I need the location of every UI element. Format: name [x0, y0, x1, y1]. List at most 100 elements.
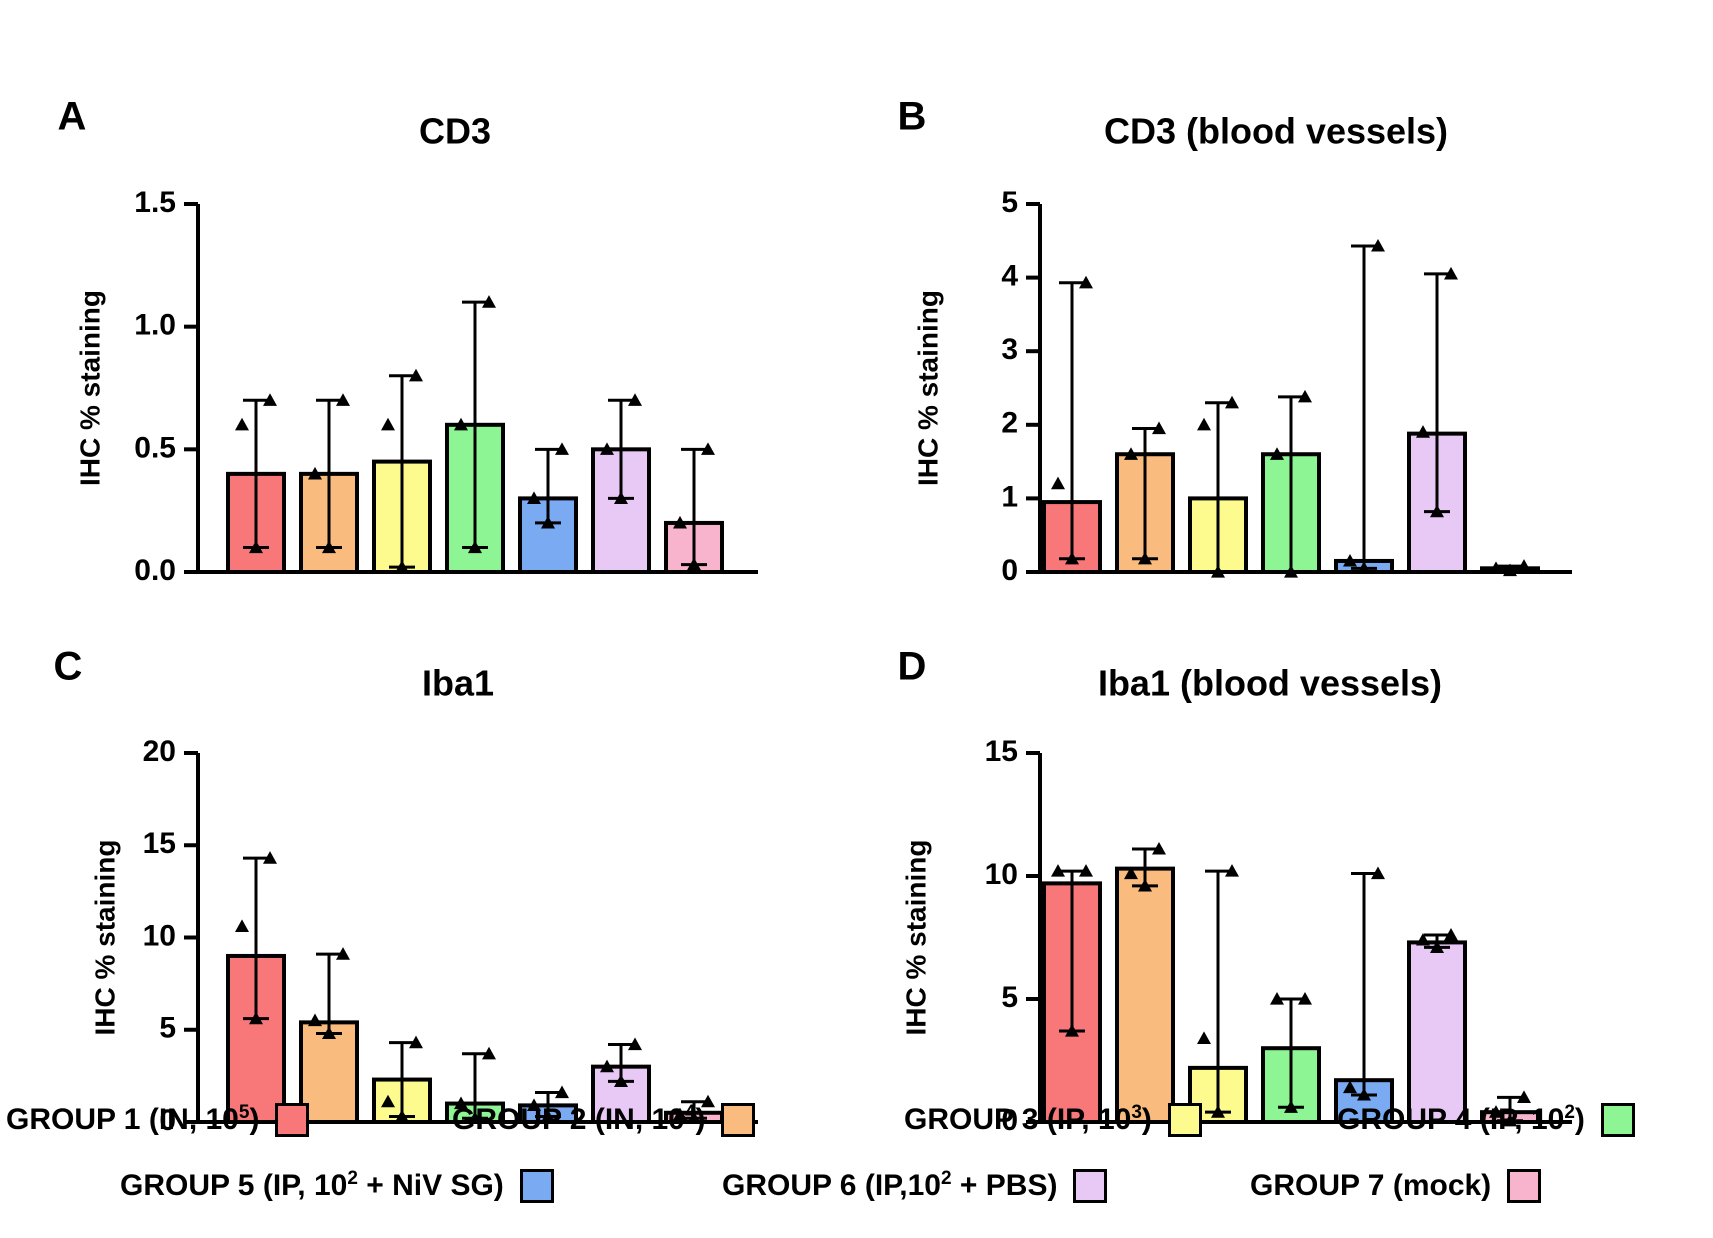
panel-d-ylabel: IHC % staining [900, 839, 931, 1035]
panel-b-point-2-2 [1124, 447, 1138, 460]
panel-a-ytick-label-4: 1.5 [134, 186, 176, 219]
panel-d-point-2-1 [1138, 878, 1152, 892]
panel-c-ytick-label-5: 20 [143, 735, 176, 768]
legend-label-group-4: GROUP 4 (IP, 102) [1337, 1102, 1585, 1136]
legend-label-group-3: GROUP 3 (IP, 103) [904, 1102, 1152, 1136]
legend-item-group-4: GROUP 4 (IP, 102) [1337, 1102, 1635, 1137]
panel-a-point-1-1 [249, 540, 263, 554]
panel-a-point-3-3 [409, 368, 423, 382]
panel-a-point-7-3 [701, 442, 715, 455]
panel-b-title: CD3 (blood vessels) [1104, 111, 1448, 152]
panel-a-ytick-label-3: 1.0 [134, 309, 176, 342]
legend-label-group-6: GROUP 6 (IP,102 + PBS) [722, 1168, 1058, 1202]
panel-c-point-6-2 [600, 1059, 614, 1073]
panel-a-ytick-label-2: 0.5 [134, 431, 176, 464]
panel-b-ytick-label-1: 0 [1001, 554, 1018, 587]
panel-d-point-1-2 [1051, 864, 1065, 877]
panel-c-point-7-2 [673, 1107, 687, 1121]
panel-b-point-1-2 [1051, 476, 1065, 490]
panel-d-point-3-3 [1225, 864, 1239, 877]
panel-d-bar-2 [1115, 866, 1175, 1124]
panel-b-point-4-2 [1270, 447, 1284, 460]
panel-c-ylabel: IHC % staining [89, 839, 120, 1035]
panel-c-point-5-3 [555, 1085, 569, 1099]
panel-a-point-7-1 [687, 557, 701, 571]
panel-c-point-1-1 [249, 1011, 263, 1025]
legend-swatch-group-3 [1167, 1102, 1202, 1137]
legend-label-group-2: GROUP 2 (IN, 104) [452, 1102, 706, 1136]
panel-c-point-6-1 [614, 1074, 628, 1088]
panel-c-point-3-1 [395, 1109, 409, 1123]
panel-d-ytick-label-4: 15 [985, 735, 1018, 768]
panel-a-point-1-3 [263, 393, 277, 406]
panel-b-point-6-1 [1430, 504, 1444, 518]
legend: GROUP 1 (IN, 105) GROUP 2 (IN, 104) GROU… [0, 1080, 1713, 1238]
panel-b-point-5-2 [1343, 553, 1357, 567]
legend-swatch-group-5 [519, 1168, 554, 1203]
panel-d-point-5-2 [1343, 1080, 1357, 1094]
panel-d-point-1-1 [1065, 1023, 1079, 1037]
legend-item-group-5: GROUP 5 (IP, 102 + NiV SG) [120, 1168, 554, 1203]
panel-b-point-1-1 [1065, 551, 1079, 565]
legend-swatch-group-6 [1073, 1168, 1108, 1203]
legend-swatch-group-2 [721, 1102, 756, 1137]
panel-c-point-4-3 [482, 1046, 496, 1060]
panel-d-point-5-3 [1371, 866, 1385, 880]
panel-d-point-4-2 [1270, 992, 1284, 1005]
panel-d-ytick-label-1: 0 [1001, 1104, 1018, 1137]
panel-a-point-7-2 [673, 515, 687, 529]
panel-c-point-3-2 [381, 1094, 395, 1108]
panel-a-point-6-1 [614, 491, 628, 504]
panel-c-point-3-3 [409, 1035, 423, 1049]
panel-c-point-2-1 [322, 1026, 336, 1040]
legend-item-group-6: GROUP 6 (IP,102 + PBS) [722, 1168, 1108, 1203]
panel-b-point-6-3 [1444, 266, 1458, 280]
panel-c-point-2-3 [336, 947, 350, 960]
legend-label-group-1: GROUP 1 (IN, 105) [6, 1102, 260, 1136]
panel-a-ytick-label-1: 0.0 [134, 554, 176, 587]
panel-d-letter: D [898, 645, 927, 689]
panel-b-point-3-2 [1197, 417, 1211, 431]
panel-c-point-5-2 [527, 1098, 541, 1111]
panel-a-title: CD3 [419, 111, 491, 152]
panel-b-ylabel: IHC % staining [912, 290, 943, 486]
panel-b-point-2-1 [1138, 551, 1152, 565]
panel-b-ytick-label-4: 3 [1001, 333, 1018, 366]
legend-item-group-1: GROUP 1 (IN, 105) [6, 1102, 310, 1137]
panel-c-ytick-label-1: 0 [159, 1104, 176, 1137]
panel-a-point-2-1 [322, 540, 336, 554]
panel-b-ytick-label-2: 1 [1001, 480, 1018, 513]
legend-label-group-5: GROUP 5 (IP, 102 + NiV SG) [120, 1168, 504, 1202]
panel-d-point-7-2 [1489, 1105, 1503, 1118]
panel-b-letter: B [898, 95, 927, 139]
legend-label-group-7: GROUP 7 (mock) [1250, 1169, 1492, 1202]
panel-a-point-5-2 [527, 491, 541, 504]
panel-d-point-6-2 [1416, 932, 1430, 946]
panel-c-point-6-3 [628, 1037, 642, 1051]
panel-d-point-6-1 [1430, 940, 1444, 953]
panel-a-point-6-2 [600, 442, 614, 455]
panel-a-ylabel: IHC % staining [74, 290, 105, 486]
panel-c-point-1-2 [235, 919, 249, 933]
panel-c-point-4-2 [454, 1096, 468, 1110]
panel-a-letter: A [58, 95, 87, 139]
panel-d-point-4-3 [1298, 992, 1312, 1005]
legend-item-group-3: GROUP 3 (IP, 103) [904, 1102, 1202, 1137]
panel-b-point-5-3 [1371, 238, 1385, 252]
panel-a-point-2-2 [308, 466, 322, 480]
panel-c-letter: C [54, 645, 83, 689]
panel-c-point-7-3 [701, 1094, 715, 1108]
panel-d-point-2-2 [1124, 866, 1138, 880]
panel-c-ytick-label-4: 15 [143, 827, 176, 860]
panel-d-point-3-1 [1211, 1105, 1225, 1118]
panel-a-point-3-1 [395, 560, 409, 573]
panel-b-ytick-label-6: 5 [1001, 186, 1018, 219]
legend-swatch-group-7 [1507, 1168, 1542, 1203]
panel-b-ytick-label-5: 4 [1001, 260, 1018, 293]
panel-d-point-1-3 [1079, 864, 1093, 877]
panel-b-point-1-3 [1079, 275, 1093, 289]
panel-c-title: Iba1 [422, 663, 494, 704]
panel-d-ytick-label-2: 5 [1001, 981, 1018, 1014]
panel-d-title: Iba1 (blood vessels) [1098, 663, 1442, 704]
